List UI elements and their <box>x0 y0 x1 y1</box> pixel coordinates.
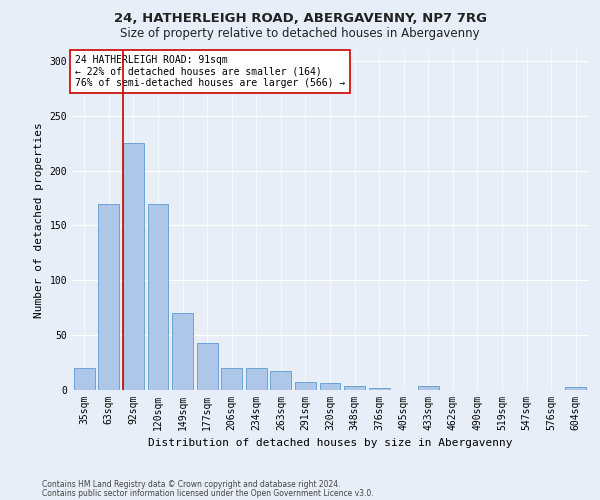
X-axis label: Distribution of detached houses by size in Abergavenny: Distribution of detached houses by size … <box>148 438 512 448</box>
Bar <box>172 313 193 390</box>
Bar <box>368 388 389 390</box>
Bar <box>418 386 439 390</box>
Bar <box>271 372 292 390</box>
Bar <box>565 386 586 390</box>
Bar <box>123 143 144 390</box>
Text: 24 HATHERLEIGH ROAD: 91sqm
← 22% of detached houses are smaller (164)
76% of sem: 24 HATHERLEIGH ROAD: 91sqm ← 22% of deta… <box>74 55 345 88</box>
Bar <box>221 368 242 390</box>
Bar <box>320 384 340 390</box>
Text: Contains HM Land Registry data © Crown copyright and database right 2024.: Contains HM Land Registry data © Crown c… <box>42 480 341 489</box>
Text: Contains public sector information licensed under the Open Government Licence v3: Contains public sector information licen… <box>42 488 374 498</box>
Bar <box>74 368 95 390</box>
Bar <box>295 382 316 390</box>
Text: 24, HATHERLEIGH ROAD, ABERGAVENNY, NP7 7RG: 24, HATHERLEIGH ROAD, ABERGAVENNY, NP7 7… <box>113 12 487 26</box>
Bar <box>148 204 169 390</box>
Bar <box>246 368 267 390</box>
Bar <box>98 204 119 390</box>
Bar <box>197 343 218 390</box>
Text: Size of property relative to detached houses in Abergavenny: Size of property relative to detached ho… <box>120 28 480 40</box>
Bar <box>344 386 365 390</box>
Y-axis label: Number of detached properties: Number of detached properties <box>34 122 44 318</box>
